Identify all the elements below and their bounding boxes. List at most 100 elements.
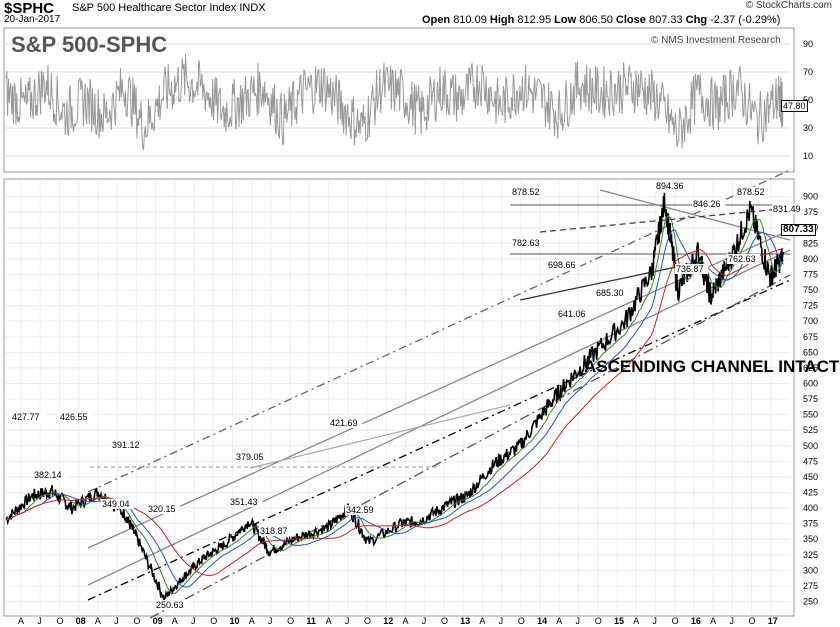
x-tick-label: 17: [768, 616, 778, 626]
price-label: 342.59: [346, 505, 374, 515]
x-tick-label: O: [364, 616, 371, 626]
index-name: S&P 500 Healthcare Sector Index INDX: [72, 2, 266, 14]
x-tick-label: O: [133, 616, 140, 626]
price-label-bg: [557, 309, 591, 319]
price-label-bg: [11, 412, 45, 422]
x-tick-label: O: [749, 616, 756, 626]
price-tick-label: 425: [803, 488, 818, 498]
price-label: 762.63: [728, 254, 756, 264]
price-tick-label: 675: [803, 332, 818, 342]
indicator-source: © NMS Investment Research: [651, 35, 781, 46]
price-label: 351.43: [230, 497, 258, 507]
chart-date: 20-Jan-2017: [4, 14, 61, 25]
price-label-bg: [111, 440, 145, 450]
price-label: 349.04: [102, 499, 130, 509]
channel-trendline: [87, 249, 791, 586]
exchange-label: INDX: [239, 2, 266, 14]
price-tick-label: 325: [803, 550, 818, 560]
price-tick-label: 900: [803, 192, 818, 202]
price-label: 782.63: [512, 238, 540, 248]
channel-trendline: [249, 404, 511, 469]
osc-tick-label: 30: [803, 123, 813, 133]
price-label: 382.14: [34, 470, 62, 480]
channel-trendline: [87, 279, 791, 601]
price-label: 894.36: [656, 181, 684, 191]
x-tick-label: J: [729, 616, 734, 626]
price-tick-label: 775: [803, 269, 818, 279]
price-tick-label: 600: [803, 378, 818, 388]
ohlc-readout: Open 810.09 High 812.95 Low 806.50 Close…: [422, 14, 781, 26]
price-label: 379.05: [236, 452, 264, 462]
price-label-bg: [329, 418, 363, 428]
osc-tick-label: 90: [803, 39, 813, 49]
price-panel-frame: [3, 178, 795, 617]
x-tick-label: J: [422, 616, 427, 626]
price-tick-label: 375: [803, 519, 818, 529]
osc-tick-label: 10: [803, 151, 813, 161]
x-tick-label: A: [710, 616, 716, 626]
x-tick-label: O: [441, 616, 448, 626]
price-label-bg: [259, 526, 293, 536]
price-tick-label: 350: [803, 534, 818, 544]
price-tick-label: 800: [803, 254, 818, 264]
osc-tick-label: 70: [803, 67, 813, 77]
chart-header: $SPHC S&P 500 Healthcare Sector Index IN…: [0, 0, 840, 26]
x-tick-label: A: [172, 616, 178, 626]
x-tick-label: A: [479, 616, 485, 626]
moving-average-line: [5, 248, 784, 576]
price-label-bg: [147, 504, 181, 514]
x-tick-label: J: [191, 616, 196, 626]
price-label: 685.30: [596, 288, 624, 298]
channel-trendline: [87, 169, 791, 493]
price-label: 391.12: [112, 440, 140, 450]
x-tick-label: 16: [691, 616, 701, 626]
x-tick-label: O: [56, 616, 63, 626]
x-tick-label: A: [249, 616, 255, 626]
x-tick-label: A: [556, 616, 562, 626]
x-tick-label: A: [95, 616, 101, 626]
x-tick-label: O: [287, 616, 294, 626]
price-label-bg: [772, 204, 806, 214]
price-label-bg: [59, 412, 93, 422]
x-tick-label: J: [114, 616, 119, 626]
price-label-bg: [595, 288, 629, 298]
channel-trendline: [149, 274, 791, 619]
price-label: 318.87: [260, 526, 288, 536]
price-label: 641.06: [558, 309, 586, 319]
price-label-bg: [235, 452, 269, 462]
x-tick-label: J: [268, 616, 273, 626]
price-tick-label: 250: [803, 597, 818, 607]
low-value: 806.50: [579, 14, 613, 26]
price-tick-label: 875: [803, 207, 818, 217]
x-tick-label: 12: [383, 616, 393, 626]
price-label: 320.15: [148, 504, 176, 514]
price-tick-label: 300: [803, 565, 818, 575]
x-tick-label: 09: [153, 616, 163, 626]
indicator-title: S&P 500-SPHC: [11, 32, 168, 57]
price-tick-label: 400: [803, 503, 818, 513]
price-tick-label: 575: [803, 394, 818, 404]
x-tick-label: J: [499, 616, 504, 626]
price-tick-label: 550: [803, 410, 818, 420]
price-label-bg: [229, 497, 263, 507]
price-last-value: 807.33: [781, 224, 816, 236]
osc-tick-label: 50: [803, 95, 813, 105]
x-tick-label: 10: [229, 616, 239, 626]
price-label-bg: [33, 470, 67, 480]
price-label: 878.52: [512, 187, 540, 197]
price-tick-label: 500: [803, 441, 818, 451]
price-label-bg: [101, 499, 135, 509]
price-label-bg: [511, 187, 545, 197]
close-value: 807.33: [648, 14, 683, 26]
price-line: [5, 192, 785, 601]
x-tick-label: 13: [460, 616, 470, 626]
high-value: 812.95: [517, 14, 552, 26]
open-value: 810.09: [453, 14, 487, 26]
x-tick-label: 14: [537, 616, 547, 626]
x-tick-label: O: [672, 616, 679, 626]
x-tick-label: J: [652, 616, 657, 626]
price-tick-label: 450: [803, 472, 818, 482]
x-tick-label: A: [326, 616, 332, 626]
price-label: 427.77: [12, 412, 40, 422]
x-tick-label: J: [576, 616, 581, 626]
